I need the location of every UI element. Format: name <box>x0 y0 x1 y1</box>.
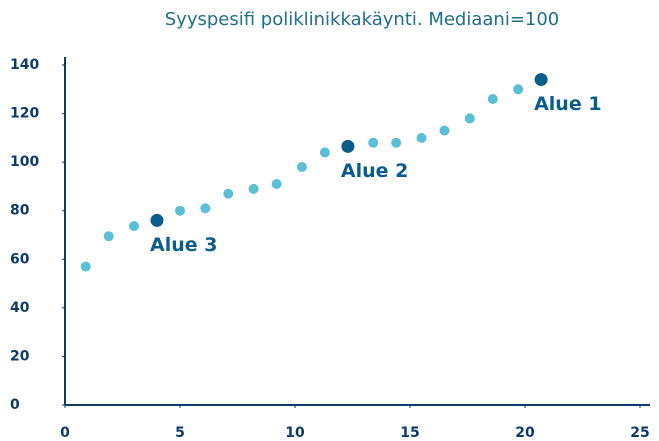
point <box>487 94 498 104</box>
x-tick-label: 10 <box>285 425 305 441</box>
y-tick-label: 80 <box>10 203 30 219</box>
point <box>319 147 330 158</box>
highlight-point <box>534 73 548 87</box>
y-tick-label: 100 <box>10 154 39 170</box>
point <box>200 203 211 214</box>
point <box>368 137 379 148</box>
highlight-point <box>150 213 164 227</box>
point <box>513 84 524 95</box>
x-tick-label: 0 <box>60 425 70 441</box>
y-tick-label: 140 <box>10 57 39 73</box>
point <box>80 261 91 272</box>
point <box>439 125 450 136</box>
point <box>464 113 475 124</box>
point-label: Alue 3 <box>150 234 217 256</box>
y-tick-label: 60 <box>10 251 30 267</box>
point <box>129 221 139 232</box>
x-tick-label: 25 <box>630 425 649 441</box>
highlight-point <box>341 139 355 153</box>
point <box>271 179 282 189</box>
point <box>223 188 234 199</box>
point <box>416 132 427 143</box>
y-tick-label: 40 <box>10 300 30 316</box>
x-tick-label: 15 <box>400 425 419 441</box>
y-tick-label: 20 <box>10 348 30 364</box>
point-label: Alue 1 <box>534 93 601 115</box>
point <box>391 137 402 148</box>
y-tick-label: 120 <box>10 106 39 122</box>
point <box>248 183 259 194</box>
point <box>175 205 185 216</box>
y-tick-label: 0 <box>10 397 20 413</box>
chart-title: Syyspesifi poliklinikkakäynti. Mediaani=… <box>165 9 560 30</box>
x-tick-label: 5 <box>175 425 185 441</box>
point <box>103 231 114 242</box>
point <box>296 162 307 172</box>
x-tick-label: 20 <box>515 425 535 441</box>
point-label: Alue 2 <box>341 160 408 182</box>
